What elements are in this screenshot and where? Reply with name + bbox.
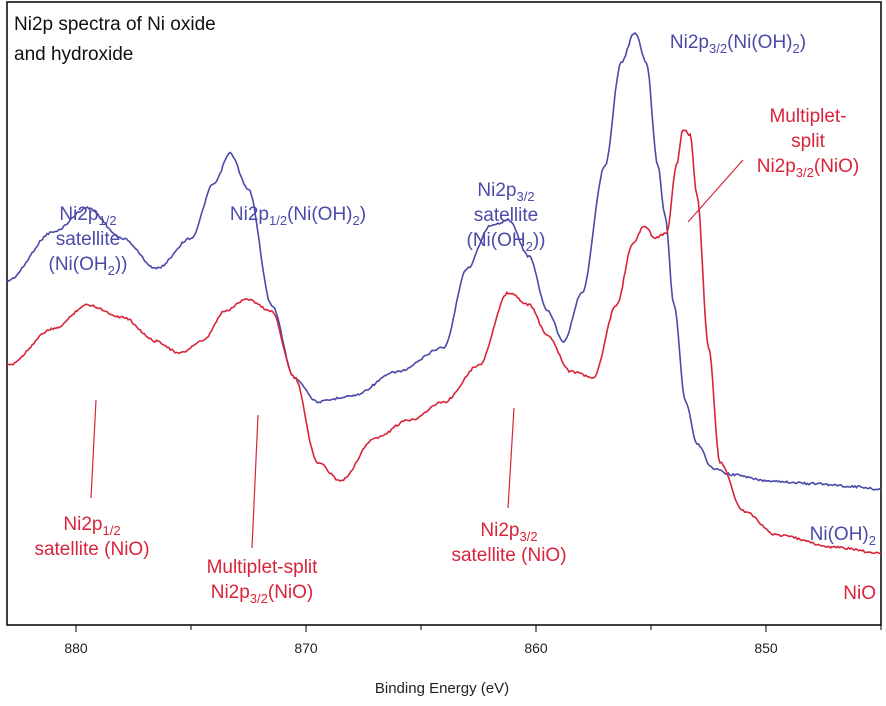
- x-tick-label: 880: [64, 640, 88, 656]
- x-axis-ticks: 880 870 860 850: [64, 625, 882, 656]
- chart-title: Ni2p spectra of Ni oxide and hydroxide: [14, 14, 216, 65]
- x-axis-label: Binding Energy (eV): [375, 680, 509, 697]
- annotations: Ni2p1/2 satellite (Ni(OH2)) Ni2p1/2(Ni(OH)2…: [34, 32, 876, 606]
- chart-title-text: Ni2p spectra of Ni oxide and hydroxide: [14, 14, 216, 65]
- annotation-leaders: [90, 159, 744, 549]
- series-layer: [6, 31, 882, 555]
- series-line-nioh2: [6, 31, 882, 491]
- annotation-leader-line: [687, 159, 744, 223]
- annotation-red-sat-12: Ni2p1/2 satellite (NiO): [34, 514, 149, 560]
- x-tick-label: 870: [294, 640, 318, 656]
- annotation-leader-line: [90, 399, 97, 499]
- annotation-red-mult-mid: Multiplet-split Ni2p3/2(NiO): [207, 557, 319, 606]
- annotation-label-nioh2: Ni(OH)2: [810, 524, 876, 548]
- annotation-leader-line: [507, 407, 515, 509]
- x-tick-label: 860: [524, 640, 548, 656]
- plot-frame: [6, 1, 882, 626]
- annotation-red-mult-top: Multiplet-split Ni2p3/2(NiO): [757, 106, 860, 180]
- annotation-leader-line: [251, 414, 259, 549]
- annotation-blue-sat-32: Ni2p3/2 satellite (Ni(OH2)): [467, 180, 546, 254]
- x-tick-label: 850: [754, 640, 778, 656]
- annotation-blue-main-12: Ni2p1/2(Ni(OH)2): [230, 204, 366, 228]
- annotation-label-nio: NiO: [843, 583, 876, 604]
- annotation-blue-main-32: Ni2p3/2(Ni(OH)2): [670, 32, 806, 56]
- annotation-blue-sat-12: Ni2p1/2 satellite (Ni(OH2)): [49, 204, 128, 278]
- annotation-red-sat-32: Ni2p3/2 satellite (NiO): [451, 520, 566, 566]
- series-line-nio: [7, 129, 882, 555]
